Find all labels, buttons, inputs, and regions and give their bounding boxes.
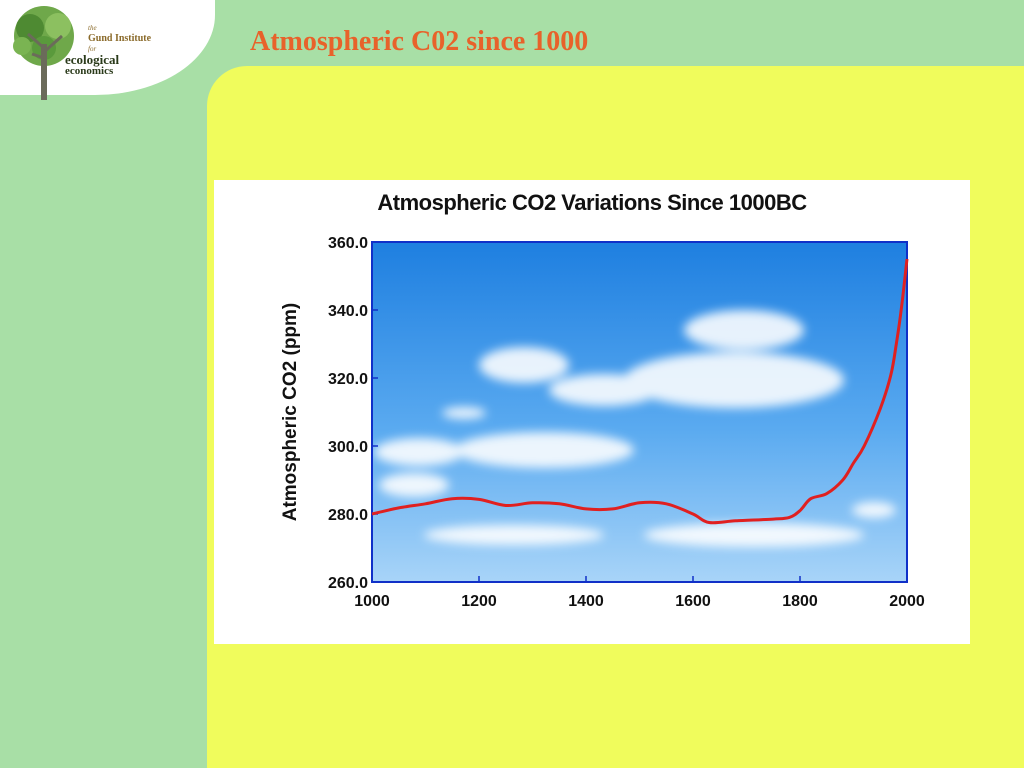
x-tick-label: 1600	[675, 593, 711, 610]
x-tick-label: 1200	[461, 593, 497, 610]
logo-ecological: ecological	[65, 52, 120, 67]
y-tick-label: 300.0	[328, 439, 368, 456]
logo-the: the	[88, 24, 97, 32]
y-axis-label: Atmospheric CO2 (ppm)	[280, 303, 301, 522]
logo-gund-institute: Gund Institute	[88, 33, 152, 44]
logo-economics: economics	[65, 65, 114, 77]
y-tick-label: 340.0	[328, 303, 368, 320]
co2-series-line	[371, 258, 909, 525]
x-tick-label: 1000	[354, 593, 390, 610]
plot-frame	[371, 241, 908, 583]
gund-institute-logo: the Gund Institute for ecological econom…	[8, 4, 168, 102]
y-tick-label: 320.0	[328, 371, 368, 388]
y-tick-label: 360.0	[328, 235, 368, 252]
clouds	[374, 310, 896, 547]
chart-image: Atmospheric CO2 Variations Since 1000BC	[214, 180, 970, 644]
x-tick-label: 1400	[568, 593, 604, 610]
logo-for: for	[88, 45, 97, 53]
y-tick-label: 280.0	[328, 507, 368, 524]
x-tick-label: 2000	[889, 593, 925, 610]
y-tick-label: 260.0	[328, 575, 368, 592]
chart-title: Atmospheric CO2 Variations Since 1000BC	[377, 190, 807, 215]
x-tick-label: 1800	[782, 593, 818, 610]
y-axis: 360.0 340.0 320.0 300.0 280.0 260.0	[328, 235, 378, 592]
tree-icon	[13, 6, 74, 100]
slide-title: Atmospheric C02 since 1000	[250, 26, 589, 57]
x-axis: 1000 1200 1400 1600 1800 2000	[354, 576, 925, 610]
